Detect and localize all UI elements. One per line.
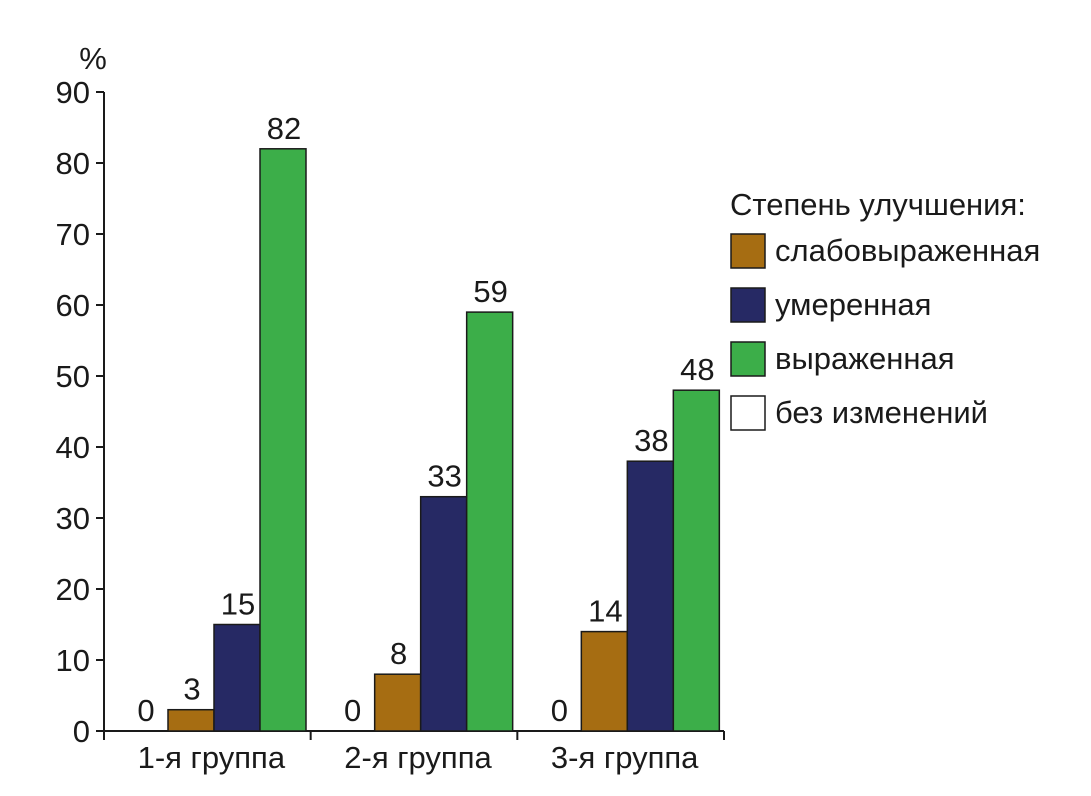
y-tick-label: 90 (56, 75, 90, 110)
x-category-label: 1-я группа (138, 740, 286, 775)
legend-swatch (730, 287, 766, 323)
bar (626, 460, 675, 732)
data-label: 15 (221, 587, 255, 622)
y-axis-unit-label: % (79, 41, 107, 76)
legend-swatch (730, 233, 766, 269)
y-tick-label: 20 (56, 572, 90, 607)
y-tick-label: 10 (56, 643, 90, 678)
legend-swatch (730, 395, 766, 431)
data-label: 59 (473, 274, 507, 309)
legend-label: выраженная (775, 341, 954, 376)
bar (465, 311, 514, 732)
data-label: 82 (267, 111, 301, 146)
y-tick-label: 70 (56, 217, 90, 252)
y-tick-label: 60 (56, 288, 90, 323)
bar (213, 623, 261, 732)
x-category-label: 2-я группа (344, 740, 492, 775)
data-label: 0 (137, 693, 154, 728)
data-label: 14 (588, 594, 622, 629)
data-label: 0 (344, 693, 361, 728)
bar (259, 148, 307, 732)
legend: Степень улучшения: слабовыраженная умеренн… (730, 187, 1040, 431)
y-tick-label: 50 (56, 359, 90, 394)
y-tick-label: 30 (56, 501, 90, 536)
bar (419, 495, 468, 732)
y-tick-label: 80 (56, 146, 90, 181)
bar (373, 673, 422, 732)
y-tick-label: 40 (56, 430, 90, 465)
data-label: 48 (680, 352, 714, 387)
y-tick-label: 0 (73, 714, 90, 749)
legend-swatch (730, 341, 766, 377)
legend-label: умеренная (775, 287, 931, 322)
bar (672, 389, 721, 732)
legend-title: Степень улучшения: (730, 187, 1026, 222)
data-label: 3 (183, 672, 200, 707)
bar (167, 708, 215, 732)
data-label: 8 (390, 636, 407, 671)
data-label: 38 (634, 423, 668, 458)
data-label: 0 (551, 693, 568, 728)
bar (580, 630, 629, 732)
data-label: 33 (427, 459, 461, 494)
legend-label: без изменений (775, 395, 988, 430)
x-category-label: 3-я группа (551, 740, 699, 775)
legend-label: слабовыраженная (775, 233, 1040, 268)
